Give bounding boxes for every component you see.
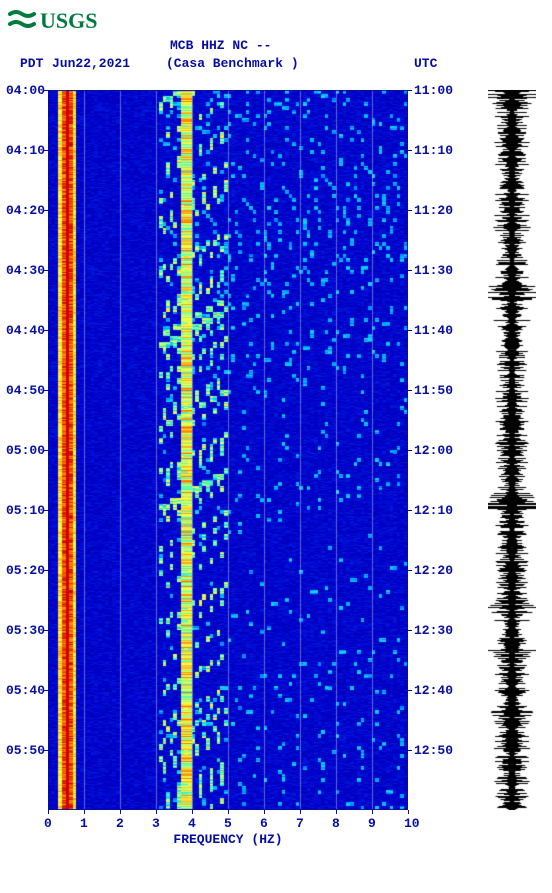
utc-tick: 11:10 [414,143,453,158]
pdt-tick: 04:40 [6,323,45,338]
right-timezone: UTC [414,56,437,71]
utc-tick: 11:40 [414,323,453,338]
pdt-tick: 04:30 [6,263,45,278]
x-tick: 2 [116,816,124,831]
pdt-tick: 05:20 [6,563,45,578]
utc-tick: 12:30 [414,623,453,638]
x-tick: 1 [80,816,88,831]
x-tick: 8 [332,816,340,831]
pdt-tick: 05:00 [6,443,45,458]
waveform-canvas [488,90,536,810]
station-subtitle: (Casa Benchmark ) [166,56,299,71]
waveform-panel [488,90,536,810]
x-tick: 3 [152,816,160,831]
pdt-tick: 04:10 [6,143,45,158]
spectrogram-canvas [48,90,408,810]
utc-tick: 12:50 [414,743,453,758]
utc-tick: 12:00 [414,443,453,458]
spectrogram-plot [48,90,408,810]
station-title: MCB HHZ NC -- [170,38,271,53]
usgs-logo: USGS [8,6,128,41]
svg-text:USGS: USGS [40,8,97,33]
utc-tick: 11:50 [414,383,453,398]
pdt-tick: 04:20 [6,203,45,218]
pdt-tick: 05:40 [6,683,45,698]
pdt-tick: 04:50 [6,383,45,398]
date-label: Jun22,2021 [52,56,130,71]
utc-tick: 11:00 [414,83,453,98]
utc-tick: 12:40 [414,683,453,698]
pdt-tick: 05:30 [6,623,45,638]
x-tick: 7 [296,816,304,831]
x-tick: 5 [224,816,232,831]
x-tick: 9 [368,816,376,831]
utc-tick: 12:20 [414,563,453,578]
x-tick: 0 [44,816,52,831]
pdt-tick: 05:50 [6,743,45,758]
x-tick: 6 [260,816,268,831]
x-axis-label: FREQUENCY (HZ) [0,832,456,847]
x-tick: 4 [188,816,196,831]
x-tick: 10 [404,816,420,831]
utc-tick: 12:10 [414,503,453,518]
utc-tick: 11:30 [414,263,453,278]
pdt-tick: 05:10 [6,503,45,518]
left-timezone: PDT [20,56,43,71]
pdt-tick: 04:00 [6,83,45,98]
utc-tick: 11:20 [414,203,453,218]
